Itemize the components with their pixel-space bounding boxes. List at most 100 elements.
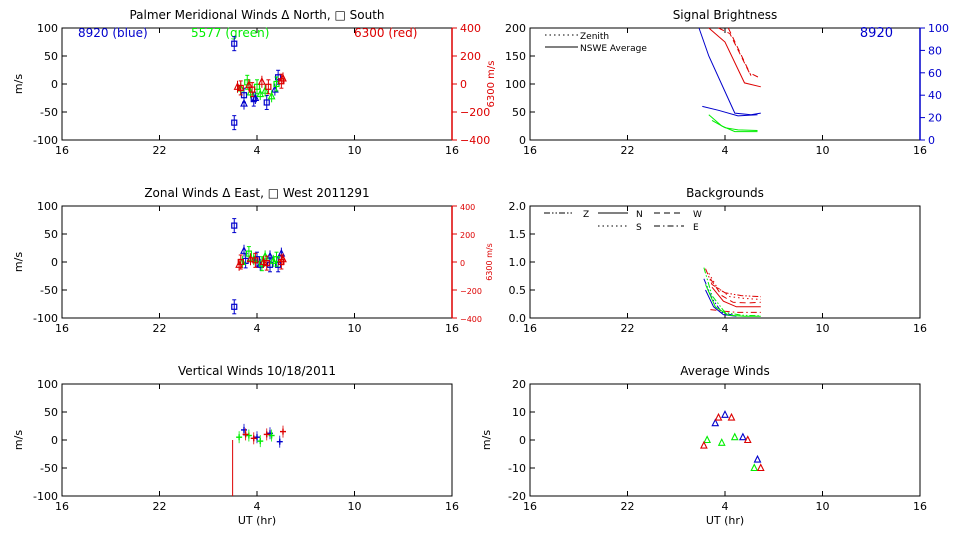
x-tick-label: 10 — [816, 322, 830, 335]
panel-meridional: Palmer Meridional Winds Δ North, □ South… — [12, 8, 497, 157]
y2-tick-label: 60 — [928, 67, 942, 80]
chart-title: Backgrounds — [686, 186, 764, 200]
legend-zenith: Zenith — [580, 32, 609, 42]
y-tick-label: -50 — [40, 284, 58, 297]
y-tick-label: 50 — [44, 50, 58, 63]
y2-tick-label: 40 — [928, 89, 942, 102]
x-tick-label: 4 — [254, 322, 261, 335]
series-line — [705, 284, 761, 317]
x-tick-label: 16 — [913, 500, 927, 513]
chart-title: Average Winds — [680, 364, 770, 378]
y2-tick-label: 80 — [928, 44, 942, 57]
x-tick-label: 16 — [55, 144, 69, 157]
y-tick-label: 10 — [512, 406, 526, 419]
x-tick-label: 16 — [445, 144, 459, 157]
x-tick-label: 16 — [55, 322, 69, 335]
y-tick-label: 0 — [51, 256, 58, 269]
marker-triangle — [699, 440, 708, 449]
y-tick-label: -20 — [508, 490, 526, 503]
y-tick-label: 50 — [44, 406, 58, 419]
legend-e: E — [693, 223, 699, 233]
x-tick-label: 16 — [445, 500, 459, 513]
y2-axis-label: 6300 m/s — [485, 243, 494, 281]
x-tick-label: 22 — [153, 322, 167, 335]
y2-tick-label: 200 — [460, 231, 475, 240]
y-tick-label: 1.5 — [509, 228, 527, 241]
series-line — [727, 27, 752, 76]
series-line — [718, 27, 762, 79]
series-line — [708, 272, 761, 300]
x-tick-label: 10 — [816, 500, 830, 513]
y-tick-label: 100 — [37, 22, 58, 35]
x-tick-label: 16 — [445, 322, 459, 335]
y-axis-label: m/s — [12, 74, 25, 94]
y2-tick-label: 0 — [460, 259, 465, 268]
y2-tick-label: −200 — [460, 106, 490, 119]
y-tick-label: 0.5 — [509, 284, 527, 297]
legend-8920: 8920 — [860, 26, 893, 41]
marker-triangle — [703, 435, 712, 444]
series-line — [708, 114, 758, 133]
y-tick-label: 100 — [505, 78, 526, 91]
y-tick-label: -100 — [33, 490, 58, 503]
y2-tick-label: 100 — [928, 22, 949, 35]
y2-tick-label: −400 — [460, 315, 482, 324]
x-tick-label: 4 — [254, 144, 261, 157]
marker-triangle — [717, 438, 726, 446]
x-tick-label: 16 — [913, 322, 927, 335]
y2-tick-label: 0 — [460, 78, 467, 91]
legend-avg: NSWE Average — [580, 44, 647, 54]
y-tick-label: 1.0 — [509, 256, 527, 269]
x-tick-label: 4 — [722, 500, 729, 513]
y-tick-label: 2.0 — [509, 200, 527, 213]
panel-backgrounds: Backgrounds 16 22 4 10 16 2.0 1.5 1.0 0.5 0.0 Z N W S E — [509, 186, 928, 335]
y2-axis-label: 6300 m/s — [486, 61, 497, 108]
marker-triangle — [743, 435, 752, 444]
y-tick-label: 0 — [51, 434, 58, 447]
y2-tick-label: 400 — [460, 22, 481, 35]
y2-tick-label: 0 — [928, 134, 935, 147]
panel-average: Average Winds 16 22 4 10 16 UT (hr) 20 10 0 -10 -20… — [480, 364, 927, 527]
y-tick-label: -50 — [40, 462, 58, 475]
x-tick-label: 16 — [55, 500, 69, 513]
y-axis-label: m/s — [12, 430, 25, 450]
chart-title: Palmer Meridional Winds Δ North, □ South — [129, 8, 384, 22]
x-tick-label: 22 — [621, 500, 635, 513]
marker-triangle — [753, 454, 762, 463]
y2-tick-label: 400 — [460, 203, 475, 212]
y-tick-label: 100 — [37, 200, 58, 213]
x-tick-label: 16 — [913, 144, 927, 157]
x-tick-label: 10 — [348, 144, 362, 157]
marker-triangle — [721, 410, 729, 418]
marker-triangle — [711, 418, 720, 427]
series-line — [705, 268, 761, 298]
x-tick-label: 10 — [348, 322, 362, 335]
x-tick-label: 4 — [722, 322, 729, 335]
y-tick-label: 0 — [519, 434, 526, 447]
y-tick-label: 100 — [37, 378, 58, 391]
series-line — [703, 267, 761, 317]
x-axis-label: UT (hr) — [238, 514, 276, 527]
marker-triangle — [730, 432, 739, 441]
x-tick-label: 10 — [348, 500, 362, 513]
legend-blue: 8920 (blue) — [78, 26, 148, 40]
legend-red: 6300 (red) — [354, 26, 417, 40]
y-tick-label: -100 — [33, 312, 58, 325]
x-tick-label: 22 — [621, 144, 635, 157]
chart-title: Signal Brightness — [673, 8, 778, 22]
x-tick-label: 22 — [621, 322, 635, 335]
x-axis-label: UT (hr) — [706, 514, 744, 527]
marker-triangle — [756, 463, 765, 472]
y2-tick-label: −400 — [460, 134, 490, 147]
legend-s: S — [636, 223, 642, 233]
y2-tick-label: 20 — [928, 112, 942, 125]
y-tick-label: -10 — [508, 462, 526, 475]
panel-vertical: Vertical Winds 10/18/2011 16 22 4 10 16 UT (hr… — [12, 364, 459, 527]
x-tick-label: 4 — [722, 144, 729, 157]
y2-tick-label: 200 — [460, 50, 481, 63]
x-tick-label: 16 — [523, 144, 537, 157]
series-line — [709, 278, 761, 304]
x-tick-label: 22 — [153, 500, 167, 513]
